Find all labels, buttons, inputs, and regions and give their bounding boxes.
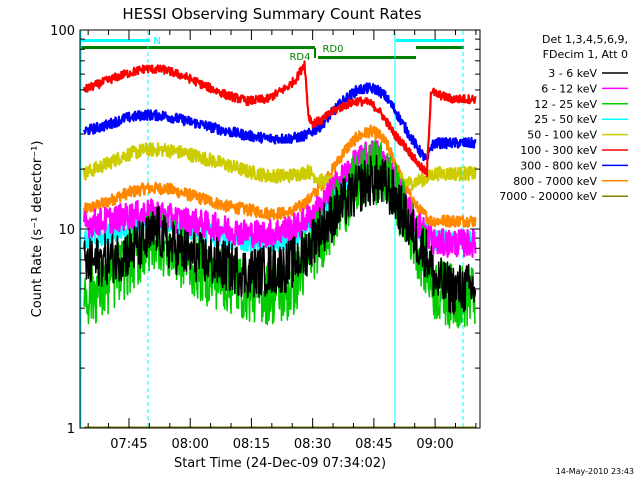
- x-tick-label: 08:15: [233, 437, 270, 452]
- y-tick-label: 10: [58, 223, 75, 238]
- series-line: [83, 142, 477, 191]
- x-tick-label: 08:45: [355, 437, 392, 452]
- series-800-7000-kev: [83, 124, 477, 228]
- series-line: [83, 82, 477, 162]
- series-line: [83, 154, 477, 315]
- series-12-25-kev: [83, 140, 477, 329]
- annotation-n: N: [153, 36, 160, 47]
- saa-bar-3: [416, 46, 464, 49]
- legend-label: 800 - 7000 keV: [513, 175, 597, 188]
- series-50-100-kev: [83, 142, 477, 191]
- night-bar-left: [81, 39, 150, 42]
- series-3-6-kev: [83, 154, 477, 315]
- series-line: [83, 60, 477, 178]
- x-tick-label: 09:00: [416, 437, 453, 452]
- x-axis: 07:45 08:00 08:15 08:30 08:45 09:00: [87, 30, 477, 452]
- chart-title: HESSI Observing Summary Count Rates: [122, 5, 421, 23]
- annotation-rd0: RD0: [322, 44, 343, 55]
- x-tick-label: 07:45: [110, 437, 147, 452]
- x-tick-label: 08:00: [171, 437, 208, 452]
- legend-label: 12 - 25 keV: [534, 98, 597, 111]
- legend-label: 25 - 50 keV: [534, 113, 597, 126]
- plot-content: N RD4 RD0: [80, 31, 477, 428]
- y-axis-label: Count Rate (s⁻¹ detector⁻¹): [30, 141, 45, 318]
- legend-label: 100 - 300 keV: [520, 144, 597, 157]
- y-tick-label: 1: [67, 422, 75, 437]
- legend-label: 6 - 12 keV: [541, 82, 597, 95]
- series-line: [83, 124, 477, 228]
- night-bar-right: [396, 39, 464, 42]
- series-100-300-kev: [83, 60, 477, 178]
- x-axis-label: Start Time (24-Dec-09 07:34:02): [174, 456, 386, 471]
- series-line: [83, 140, 477, 329]
- saa-bar-1: [81, 46, 315, 49]
- legend: Det 1,3,4,5,6,9, FDecim 1, Att 0 3 - 6 k…: [499, 33, 628, 203]
- annotation-rd4: RD4: [289, 52, 310, 63]
- y-tick-label: 100: [50, 24, 75, 39]
- saa-bar-2: [318, 56, 416, 59]
- legend-header-line-1: Det 1,3,4,5,6,9,: [542, 33, 628, 46]
- generation-timestamp: 14-May-2010 23:43: [556, 467, 634, 476]
- legend-header-line-2: FDecim 1, Att 0: [543, 48, 628, 61]
- y-axis: 1 10 100: [50, 24, 480, 437]
- x-tick-label: 08:30: [294, 437, 331, 452]
- legend-label: 50 - 100 keV: [527, 129, 597, 142]
- legend-label: 7000 - 20000 keV: [499, 190, 597, 203]
- legend-label: 3 - 6 keV: [548, 67, 597, 80]
- legend-label: 300 - 800 keV: [520, 159, 597, 172]
- series-300-800-kev: [83, 82, 477, 162]
